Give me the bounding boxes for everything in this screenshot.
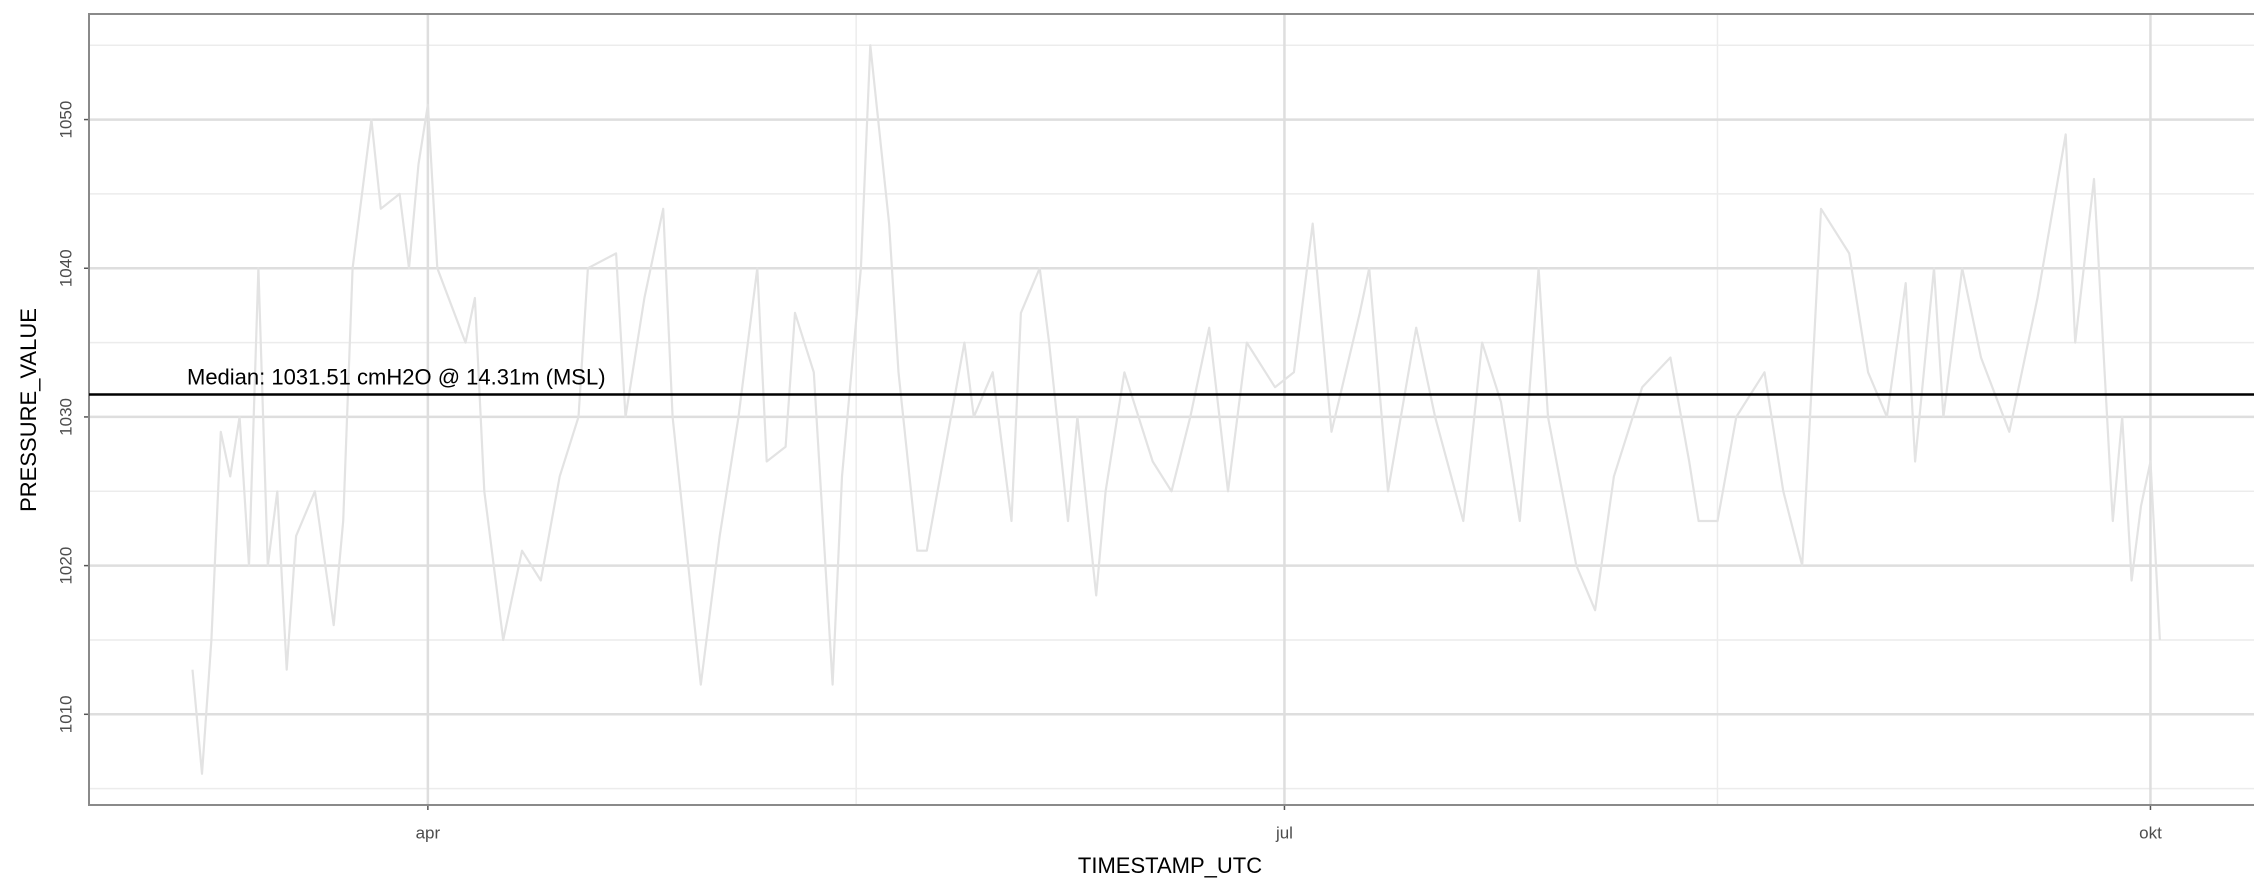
y-tick-label: 1040 <box>56 249 75 287</box>
median-annotation: Median: 1031.51 cmH2O @ 14.31m (MSL) <box>187 364 606 389</box>
y-tick-label: 1030 <box>56 398 75 436</box>
x-axis-title: TIMESTAMP_UTC <box>1078 853 1262 878</box>
panel-border <box>88 13 2254 806</box>
y-tick-label: 1020 <box>56 547 75 585</box>
y-tick-label: 1050 <box>56 101 75 139</box>
x-tick-label: okt <box>2139 823 2162 842</box>
x-tick-label: apr <box>416 823 441 842</box>
y-axis-title: PRESSURE_VALUE <box>16 308 41 512</box>
x-tick-label: jul <box>1275 823 1293 842</box>
pressure-line <box>191 44 2161 775</box>
y-tick-label: 1010 <box>56 695 75 733</box>
